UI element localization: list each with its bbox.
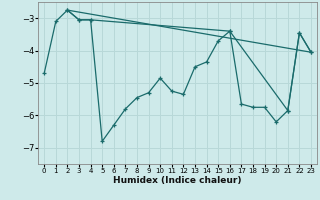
X-axis label: Humidex (Indice chaleur): Humidex (Indice chaleur) [113,176,242,185]
